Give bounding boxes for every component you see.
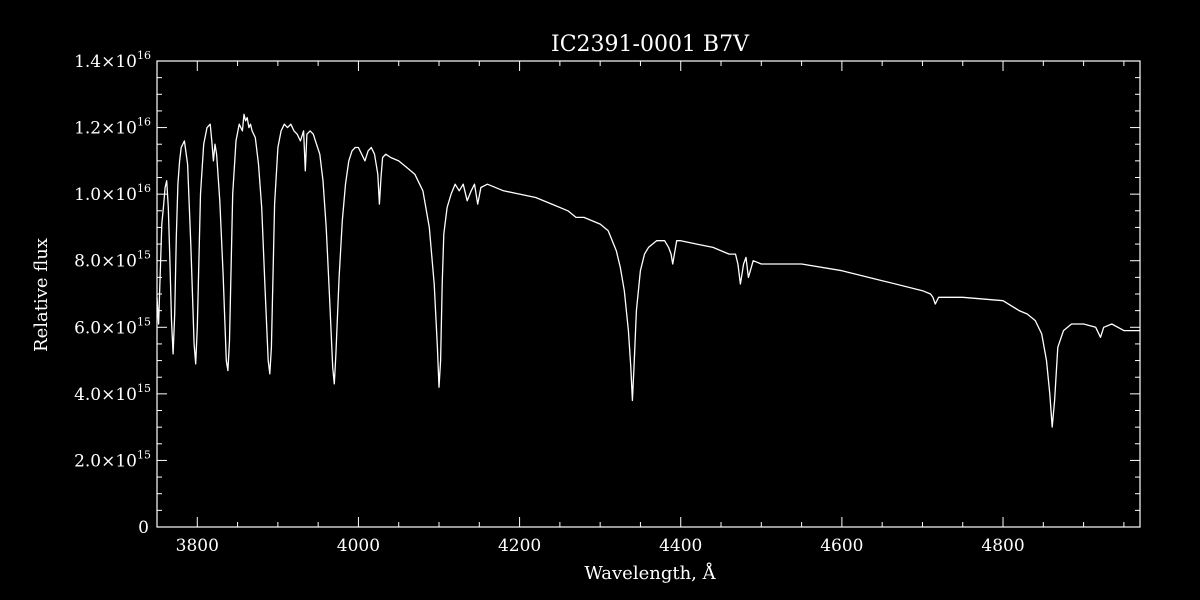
y-tick-label: 8.0×1015 — [74, 249, 151, 272]
y-tick-label: 0 — [138, 518, 149, 538]
x-tick-label: 4600 — [820, 536, 863, 556]
y-tick-label: 1.2×1016 — [74, 116, 151, 139]
y-tick-label: 2.0×1015 — [74, 448, 151, 471]
x-tick-label: 4200 — [498, 536, 541, 556]
x-tick-label: 4400 — [659, 536, 702, 556]
chart-title: IC2391-0001 B7V — [551, 32, 750, 57]
y-axis-label: Relative flux — [31, 238, 52, 352]
x-axis-label: Wavelength, Å — [584, 562, 716, 584]
axes: 3800 4000 4200 4400 4600 4800 0 2.0×1015 4.0×101… — [74, 49, 1141, 556]
plot-area — [156, 113, 1140, 428]
x-tick-label: 4000 — [337, 536, 380, 556]
x-tick-label: 4800 — [981, 536, 1024, 556]
spectrum-line — [156, 113, 1140, 428]
y-tick-label: 1.4×1016 — [74, 49, 151, 72]
y-tick-label: 4.0×1015 — [74, 382, 151, 405]
y-tick-label: 6.0×1015 — [74, 315, 151, 338]
x-tick-label: 3800 — [176, 536, 219, 556]
y-tick-label: 1.0×1016 — [74, 182, 151, 205]
